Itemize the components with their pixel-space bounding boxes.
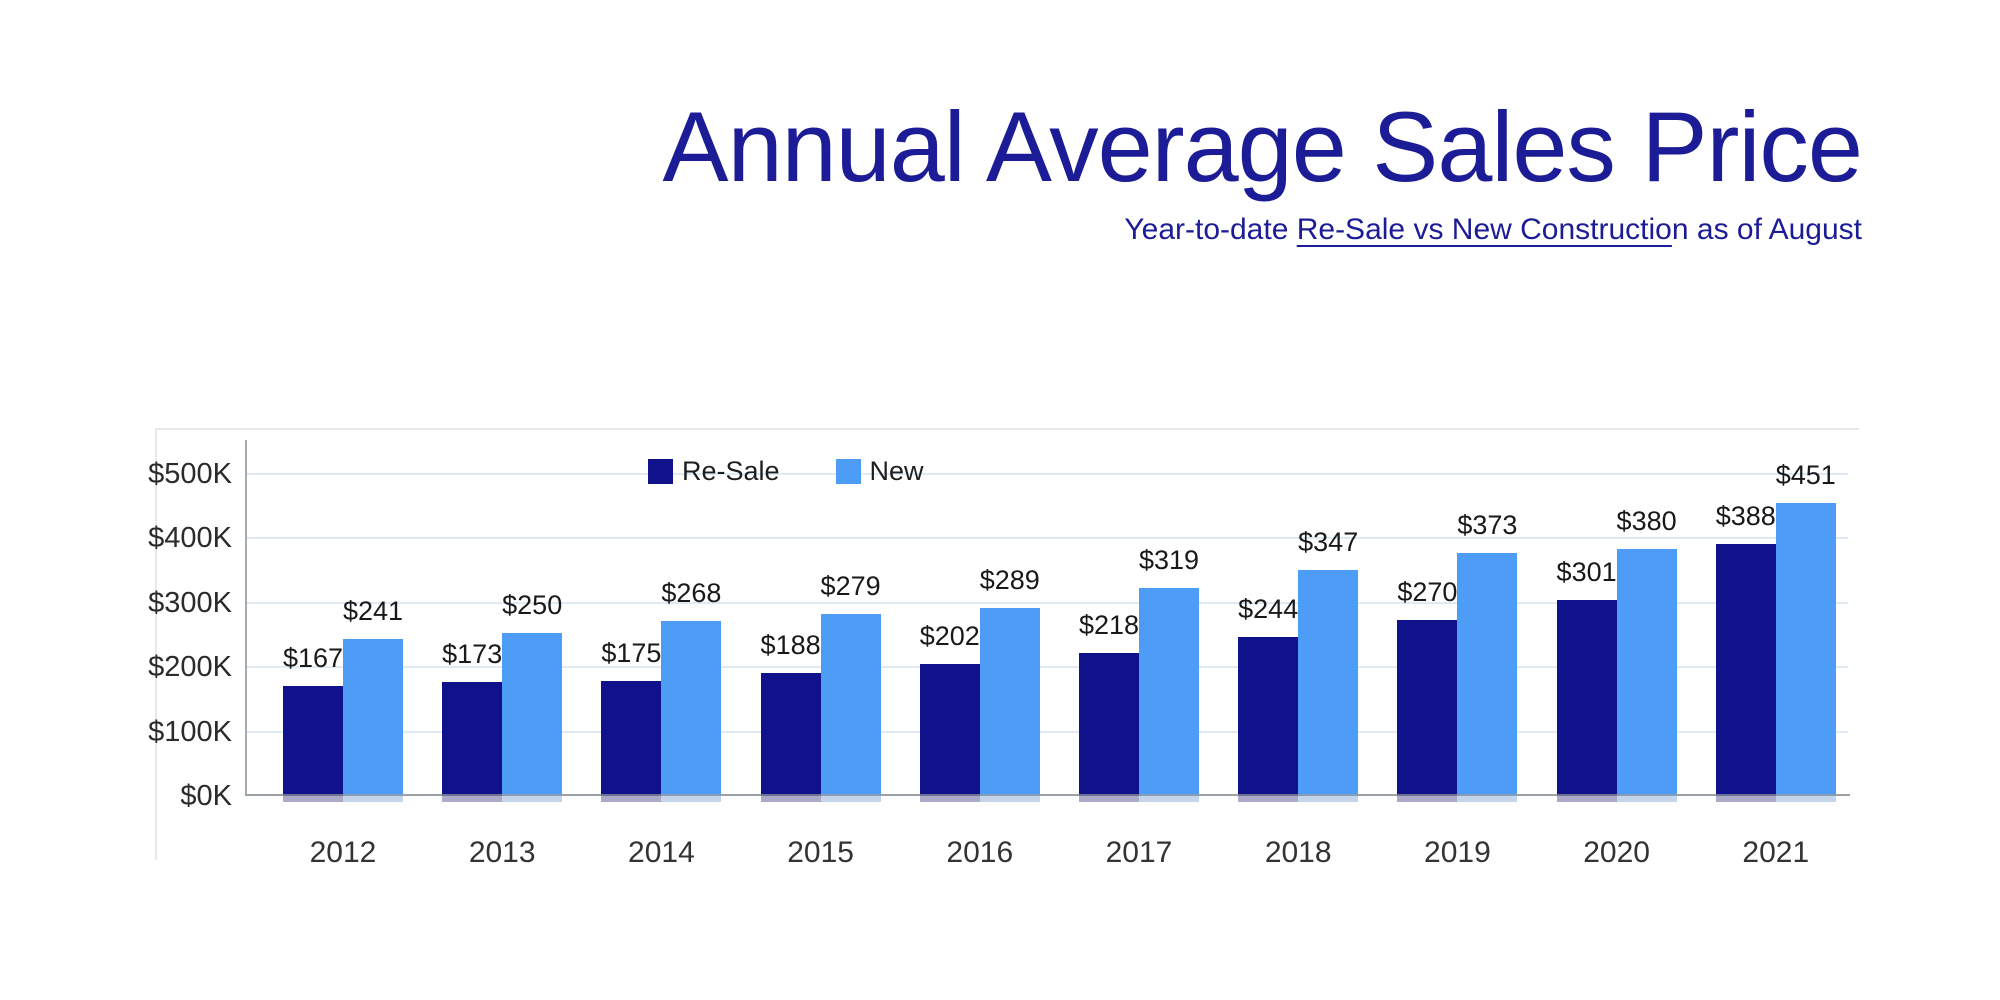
value-label-new-2016: $289 (979, 565, 1040, 595)
value-label-new-2021: $451 (1775, 460, 1836, 490)
gridline-$400K (247, 537, 1848, 539)
y-tick-$100K: $100K (148, 715, 232, 748)
bar-re-sale-2013 (442, 682, 503, 802)
value-label-re-sale-2018: $244 (1238, 594, 1299, 624)
legend-label-resale: Re-Sale (682, 456, 780, 486)
bar-new-2021 (1775, 503, 1836, 802)
value-label-new-2015: $279 (820, 571, 881, 601)
legend-label-new: New (869, 456, 924, 486)
chart-subtitle: Year-to-date Re-Sale vs New Construction… (663, 213, 1862, 247)
y-axis-labels: $0K $100K $200K $300K $400K $500K (90, 440, 232, 813)
value-label-re-sale-2015: $188 (760, 630, 821, 660)
y-tick-$300K: $300K (148, 586, 232, 619)
legend-item-resale: Re-Sale (648, 456, 780, 487)
value-label-re-sale-2021: $388 (1715, 501, 1776, 531)
value-label-new-2020: $380 (1616, 506, 1677, 536)
x-tick-2013: 2013 (468, 836, 536, 869)
new-swatch-icon (835, 459, 861, 484)
value-label-re-sale-2014: $175 (601, 638, 662, 668)
resale-swatch-icon (648, 459, 673, 484)
y-axis-line (245, 440, 247, 796)
bar-re-sale-2018 (1238, 637, 1299, 802)
chart-panel (155, 428, 1859, 860)
bar-new-2017 (1139, 588, 1199, 802)
value-label-re-sale-2019: $270 (1397, 577, 1458, 607)
bar-re-sale-2016 (919, 664, 980, 802)
subtitle-prefix: Year-to-date (1124, 212, 1297, 246)
value-label-new-2012: $241 (342, 596, 404, 626)
y-tick-$500K: $500K (148, 457, 232, 490)
value-label-new-2014: $268 (661, 578, 722, 608)
y-tick-$200K: $200K (148, 651, 232, 683)
x-tick-2016: 2016 (946, 836, 1014, 869)
plot-area: Re-Sale New $167 $241 2012 $173 $250 2013 $175… (245, 440, 1850, 869)
value-label-re-sale-2013: $173 (442, 639, 503, 669)
bar-new-2013 (502, 633, 563, 802)
bar-re-sale-2015 (760, 673, 821, 802)
bar-re-sale-2021 (1715, 544, 1776, 802)
bar-re-sale-2019 (1397, 620, 1458, 802)
y-tick-$400K: $400K (148, 522, 232, 554)
bar-new-2012 (343, 639, 403, 802)
x-tick-2015: 2015 (787, 836, 854, 869)
value-label-new-2013: $250 (502, 590, 563, 620)
x-tick-2018: 2018 (1264, 836, 1332, 869)
subtitle-underlined-text: Re-Sale vs New Constructio (1296, 212, 1672, 246)
gridline-$200K (247, 666, 1848, 668)
value-label-new-2018: $347 (1298, 527, 1359, 557)
x-tick-2019: 2019 (1424, 836, 1491, 869)
bar-new-2014 (661, 621, 722, 802)
chart-title: Annual Average Sales Price (662, 91, 1863, 202)
gridline-$500K (247, 472, 1848, 475)
bar-re-sale-2017 (1079, 653, 1139, 802)
x-tick-2021: 2021 (1742, 836, 1810, 869)
x-tick-2020: 2020 (1583, 836, 1650, 869)
bar-re-sale-2014 (601, 681, 662, 802)
value-label-new-2019: $373 (1457, 510, 1518, 540)
value-label-re-sale-2016: $202 (919, 621, 980, 651)
x-tick-2017: 2017 (1105, 836, 1173, 869)
value-label-re-sale-2012: $167 (282, 643, 344, 673)
bar-new-2015 (820, 614, 881, 802)
bar-re-sale-2020 (1556, 600, 1617, 802)
value-label-re-sale-2017: $218 (1078, 610, 1140, 640)
y-tick-$0K: $0K (180, 780, 232, 812)
bar-re-sale-2012 (283, 686, 343, 802)
title-block: Annual Average Sales Price Year-to-date … (662, 91, 1863, 247)
subtitle-suffix: n as of August (1671, 212, 1862, 246)
bar-new-2020 (1616, 549, 1677, 802)
legend: Re-Sale New (648, 456, 924, 487)
value-label-re-sale-2020: $301 (1556, 557, 1617, 587)
value-label-new-2017: $319 (1138, 545, 1200, 575)
bar-new-2018 (1298, 570, 1359, 802)
gridline-$100K (247, 730, 1848, 733)
bar-new-2016 (979, 608, 1040, 802)
bar-new-2019 (1457, 553, 1518, 802)
gridline-$300K (247, 601, 1848, 604)
legend-item-new: New (835, 456, 924, 487)
x-tick-2012: 2012 (309, 836, 377, 869)
x-axis-line (245, 794, 1850, 796)
x-tick-2014: 2014 (628, 836, 695, 869)
